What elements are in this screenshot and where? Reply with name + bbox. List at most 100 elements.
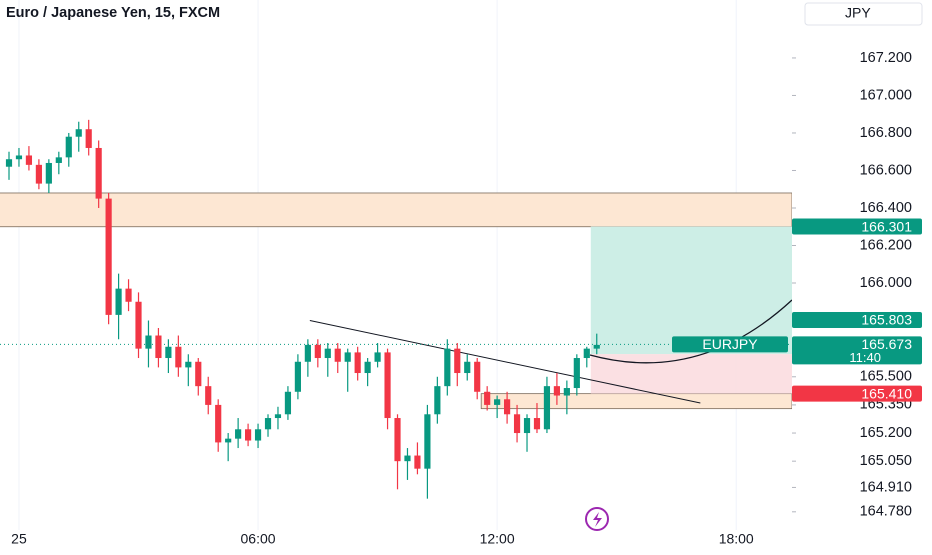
x-tick-label: 18:00 (719, 531, 754, 547)
candle-body (563, 388, 570, 396)
candle-body (145, 335, 152, 349)
candle-body (274, 414, 282, 419)
candle-body (543, 386, 551, 430)
candle-body (533, 418, 541, 430)
candle-body (244, 429, 252, 441)
y-tick-label: 165.050 (860, 453, 912, 469)
candle-body (165, 346, 172, 359)
candle-body (35, 164, 42, 184)
countdown-label: 11:40 (849, 350, 881, 365)
candle-body (135, 301, 142, 349)
zone (0, 192, 793, 228)
candle-body (225, 438, 232, 443)
candle-body (553, 386, 560, 396)
candle-body (235, 429, 242, 439)
last-price-label: 165.673 (861, 336, 912, 352)
candle-body (15, 155, 23, 160)
candle-body (464, 361, 471, 374)
y-tick-label: 166.600 (860, 162, 912, 178)
price-badge (792, 311, 922, 328)
candle-body (344, 352, 351, 362)
x-tick-label: 12:00 (480, 531, 515, 547)
candle-body (65, 136, 72, 158)
candle-body (304, 344, 311, 362)
y-tick-label: 164.910 (860, 479, 912, 495)
candle-body (573, 358, 580, 389)
y-tick-label: 166.000 (860, 275, 912, 291)
y-tick-label: 167.200 (860, 50, 912, 66)
candle-body (75, 129, 82, 137)
candle-body (523, 418, 531, 434)
candle-body (185, 361, 192, 368)
candle-body (424, 414, 431, 469)
candle-body (55, 157, 62, 163)
y-tick-label: 164.780 (860, 504, 912, 520)
currency-box[interactable] (804, 2, 923, 26)
y-tick-label: 165.200 (860, 425, 912, 441)
candle-body (513, 414, 521, 434)
candle-body (284, 391, 292, 415)
candle-body (593, 344, 600, 349)
loss-zone (590, 354, 792, 394)
candle-body (474, 361, 481, 392)
candle-body (434, 386, 441, 415)
candle-body (155, 335, 162, 359)
currency: JPY (845, 5, 871, 21)
y-tick-label: 167.000 (860, 87, 912, 103)
x-tick-label: 25 (11, 531, 27, 547)
candle-body (105, 198, 112, 315)
candle-body (364, 361, 371, 374)
candle-body (25, 155, 33, 165)
price-badge-label: 165.803 (861, 312, 912, 328)
candle-body (334, 348, 341, 362)
candle-body (324, 348, 331, 359)
candle-body (394, 418, 401, 462)
candle-body (5, 159, 13, 167)
y-tick-label: 165.500 (860, 369, 912, 385)
symbol-label: EURJPY (702, 336, 758, 352)
profit-zone (590, 226, 792, 355)
candle-body (583, 348, 590, 359)
candle-body (504, 399, 511, 415)
candle-body (195, 361, 202, 387)
candle-body (444, 348, 451, 387)
candle-body (85, 129, 92, 148)
candle-body (374, 352, 381, 362)
candle-body (215, 404, 222, 443)
candle-body (384, 352, 391, 419)
price-axis-panel (792, 0, 932, 550)
candle-body (264, 418, 272, 430)
candle-body (354, 352, 361, 374)
candle-body (454, 348, 461, 374)
event-bolt (593, 512, 602, 527)
candle-body (115, 288, 122, 315)
candle-body (205, 386, 212, 405)
candle-body (125, 288, 132, 302)
arc-drawing (589, 299, 793, 364)
price-badge (792, 385, 922, 402)
x-tick-label: 06:00 (241, 531, 276, 547)
candle-body (314, 344, 321, 359)
candle-body (45, 162, 52, 184)
candle-body (294, 361, 301, 392)
candle-body (484, 391, 491, 405)
y-tick-label: 166.400 (860, 200, 912, 216)
candle-body (414, 455, 421, 469)
price-badge (792, 218, 922, 235)
last-price-badge (792, 336, 922, 365)
candle-body (95, 147, 102, 199)
y-tick-label: 166.800 (860, 125, 912, 141)
chart-title: Euro / Japanese Yen, 15, FXCM (6, 5, 220, 21)
price-badge-label: 166.301 (861, 218, 912, 234)
candle-body (254, 429, 262, 441)
trendline (309, 320, 701, 404)
y-tick-label: 166.200 (860, 237, 912, 253)
candle-body (404, 455, 411, 462)
plot-area (0, 0, 793, 530)
candle-body (494, 399, 501, 405)
symbol-badge (672, 336, 788, 353)
candle-body (175, 346, 182, 368)
zone (480, 393, 793, 410)
